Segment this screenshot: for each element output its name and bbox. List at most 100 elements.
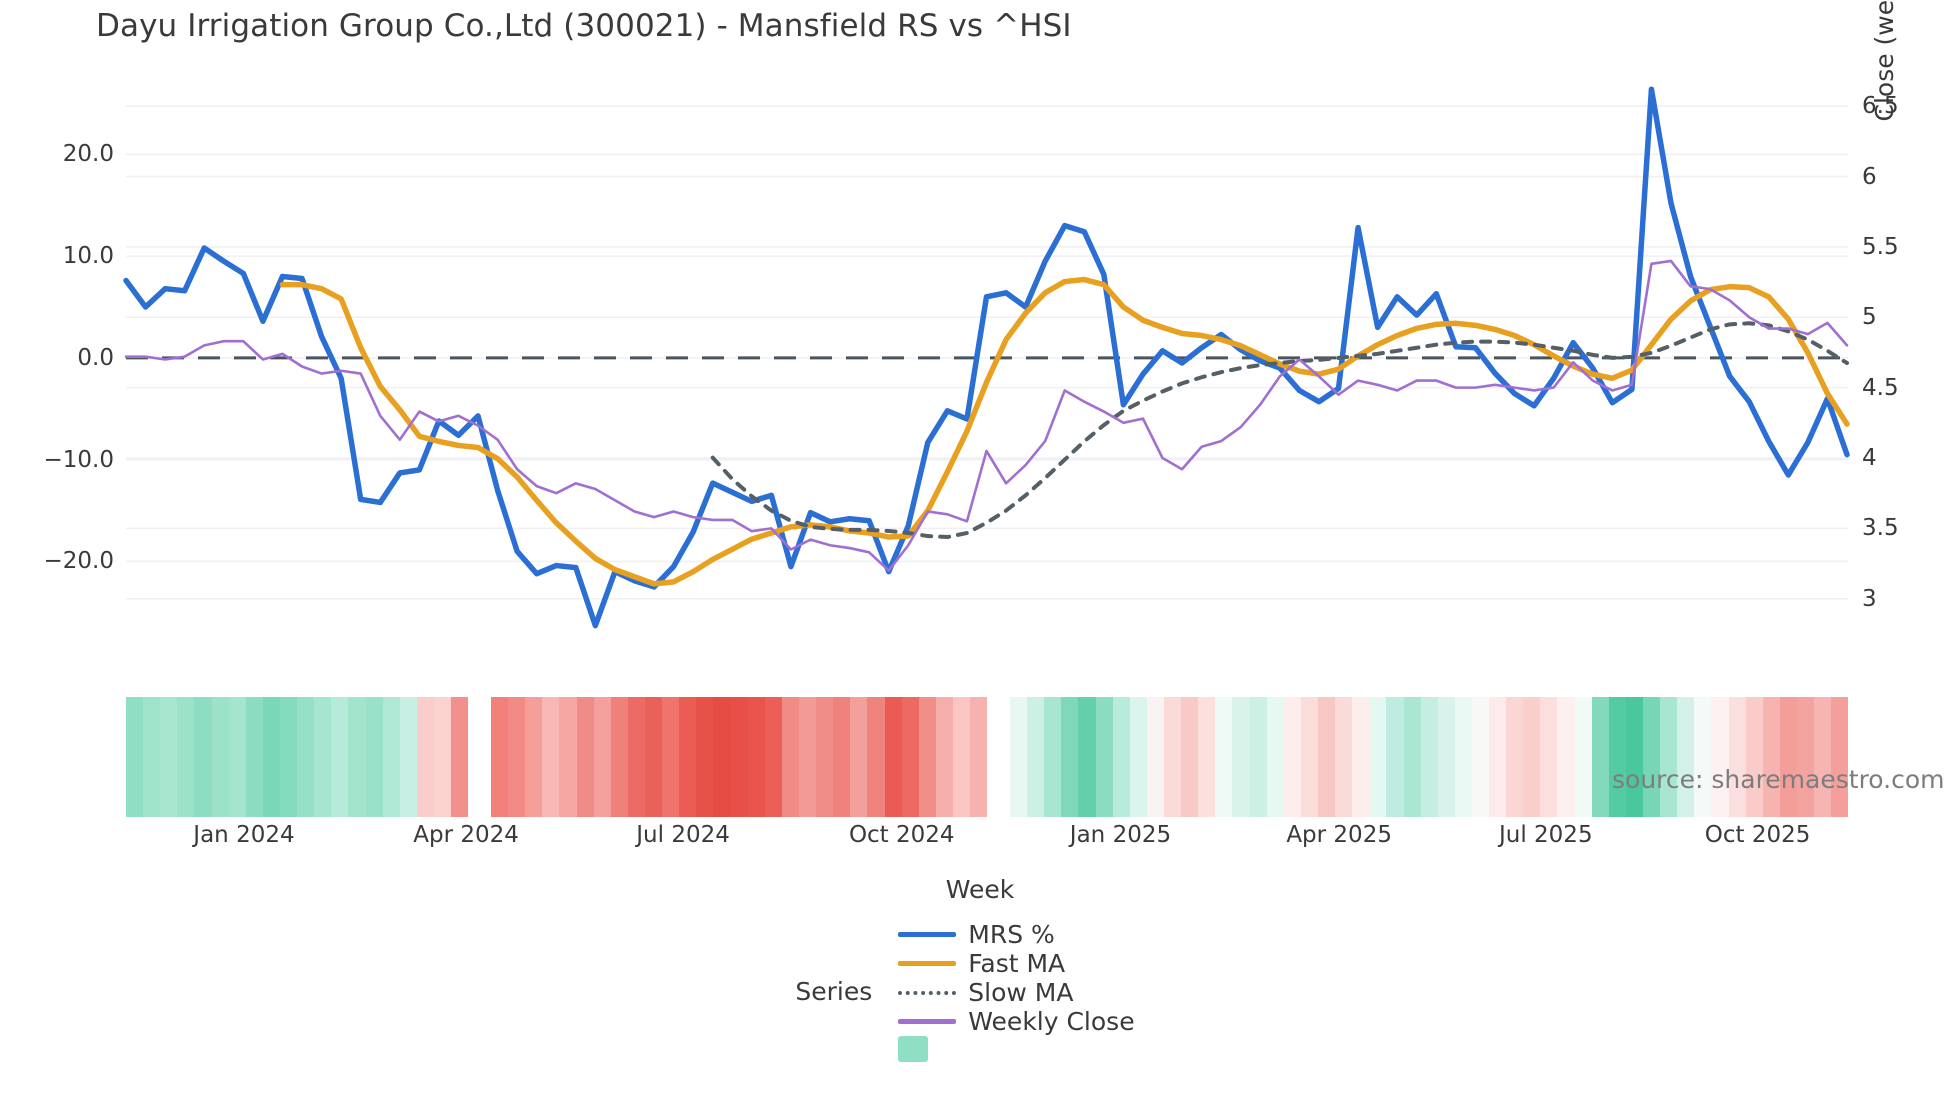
legend-items: MRS % Fast MA Slow MA Weekly Close bbox=[898, 920, 1164, 1062]
heat-strip-cell bbox=[1643, 697, 1661, 817]
heat-strip-cell bbox=[1198, 697, 1216, 817]
gridlines bbox=[126, 105, 1848, 600]
heat-strip-cell bbox=[1300, 697, 1318, 817]
heat-strip-cell bbox=[143, 697, 161, 817]
heat-strip-cell bbox=[1728, 697, 1746, 817]
heat-strip-cell bbox=[194, 697, 212, 817]
y-axis-left-tick: 20.0 bbox=[62, 141, 114, 168]
series-line bbox=[279, 276, 1850, 587]
heat-strip-cell bbox=[1437, 697, 1455, 817]
heat-strip-cell bbox=[365, 697, 383, 817]
heat-strip-cell bbox=[1489, 697, 1507, 817]
x-axis-tick: Jul 2025 bbox=[1498, 822, 1593, 848]
heat-strip-cell bbox=[126, 697, 144, 817]
y-axis-right-tick: 6.5 bbox=[1862, 93, 1899, 120]
legend-box-swatch bbox=[898, 1036, 929, 1062]
page-title: Dayu Irrigation Group Co.,Ltd (300021) -… bbox=[96, 8, 1072, 44]
legend-item[interactable] bbox=[898, 1036, 1134, 1062]
chart-legend: Series MRS % Fast MA Slow MA Weekly Close bbox=[0, 920, 1960, 1062]
heat-strip-cell bbox=[508, 697, 526, 817]
heat-strip-cell bbox=[1317, 697, 1336, 817]
heat-strip-cell bbox=[1009, 697, 1028, 817]
x-axis-tick: Oct 2025 bbox=[1704, 822, 1811, 848]
y-axis-right-tick: 5.5 bbox=[1862, 233, 1899, 260]
heat-strip-cell bbox=[901, 697, 919, 817]
x-axis-tick: Oct 2024 bbox=[848, 822, 955, 848]
heat-strip-cell bbox=[1249, 697, 1267, 817]
heat-strip-cell bbox=[833, 697, 851, 817]
x-axis-tick: Apr 2024 bbox=[413, 822, 519, 848]
series-line bbox=[123, 86, 1850, 629]
heat-strip-cell bbox=[798, 697, 817, 817]
legend-item[interactable]: Fast MA bbox=[898, 949, 1134, 978]
heat-strip-cell bbox=[1146, 697, 1164, 817]
heat-strip-cell bbox=[1129, 697, 1147, 817]
heat-strip-cell bbox=[468, 697, 491, 817]
heat-strip-cell bbox=[382, 697, 400, 817]
heat-strip-cell bbox=[679, 697, 697, 817]
series-line bbox=[124, 259, 1849, 572]
y-axis-left-tick: 0.0 bbox=[77, 344, 114, 371]
heat-strip-cell bbox=[1677, 697, 1695, 817]
heat-strip-cell bbox=[433, 697, 452, 817]
legend-item[interactable]: MRS % bbox=[898, 920, 1134, 949]
series-line bbox=[710, 321, 1849, 540]
legend-item-label: Fast MA bbox=[968, 949, 1066, 978]
heat-strip-cell bbox=[416, 697, 434, 817]
heat-strip-cell bbox=[559, 697, 577, 817]
heat-strip-cell bbox=[1215, 697, 1233, 817]
heat-strip-cell bbox=[1403, 697, 1421, 817]
heat-strip-cell bbox=[542, 697, 560, 817]
heat-strip-cell bbox=[627, 697, 645, 817]
legend-line-swatch bbox=[898, 932, 957, 937]
legend-line-swatch bbox=[898, 961, 957, 966]
heat-strip-cell bbox=[1523, 697, 1541, 817]
heat-strip-cell bbox=[348, 697, 366, 817]
heat-strip-cell bbox=[610, 697, 628, 817]
heat-strip-cell bbox=[730, 697, 748, 817]
heat-strip-cell bbox=[1112, 697, 1130, 817]
heat-strip-cell bbox=[262, 697, 280, 817]
heat-strip-cell bbox=[850, 697, 868, 817]
heat-strip-cell bbox=[279, 697, 298, 817]
heat-strip-cell bbox=[1831, 697, 1848, 817]
heat-strip-cell bbox=[1557, 697, 1575, 817]
heat-strip-cell bbox=[747, 697, 765, 817]
relative-strength-heat-strip bbox=[126, 697, 1848, 817]
heat-strip-cell bbox=[1420, 697, 1438, 817]
heat-strip-cell bbox=[1061, 697, 1079, 817]
heat-strip-cell bbox=[177, 697, 195, 817]
heat-strip-cell bbox=[1335, 697, 1353, 817]
heat-strip-cell bbox=[160, 697, 178, 817]
heat-strip-cell bbox=[1471, 697, 1490, 817]
legend-item[interactable]: Weekly Close bbox=[898, 1007, 1135, 1036]
heat-strip-cell bbox=[781, 697, 799, 817]
heat-strip-cell bbox=[867, 697, 885, 817]
heat-strip-cell bbox=[696, 697, 714, 817]
x-axis-tick: Apr 2025 bbox=[1286, 822, 1392, 848]
heat-strip-cell bbox=[1625, 697, 1644, 817]
heat-strip-cell bbox=[491, 697, 509, 817]
heat-strip-cell bbox=[1711, 697, 1729, 817]
heat-strip-cell bbox=[1181, 697, 1199, 817]
y-axis-right-tick: 4 bbox=[1862, 445, 1877, 471]
heat-strip-cell bbox=[1027, 697, 1045, 817]
heat-strip-cell bbox=[1694, 697, 1712, 817]
heat-strip-cell bbox=[1608, 697, 1626, 817]
heat-strip-cell bbox=[987, 697, 1010, 817]
heat-strip-cell bbox=[884, 697, 902, 817]
legend-item[interactable]: Slow MA bbox=[898, 978, 1134, 1007]
y-axis-right-tick: 3.5 bbox=[1862, 515, 1899, 542]
heat-strip-cell bbox=[1454, 697, 1472, 817]
heat-strip-cell bbox=[918, 697, 936, 817]
heat-strip-cell bbox=[1814, 697, 1832, 817]
heat-strip-cell bbox=[1506, 697, 1524, 817]
heat-strip-cell bbox=[1386, 697, 1404, 817]
heat-strip-cell bbox=[331, 697, 349, 817]
series-lines bbox=[123, 86, 1850, 629]
heat-strip-cell bbox=[1762, 697, 1780, 817]
heat-strip-cell bbox=[399, 697, 417, 817]
heat-strip-cell bbox=[593, 697, 611, 817]
y-axis-right-tick: 3 bbox=[1862, 585, 1877, 612]
